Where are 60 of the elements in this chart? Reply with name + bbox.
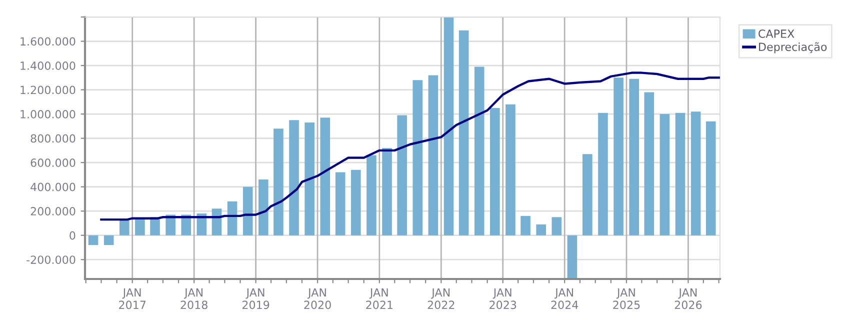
y-tick-label: 1.000.000 [20, 110, 76, 118]
x-tick-label: JAN 2019 [242, 288, 270, 310]
bar [444, 17, 454, 236]
bar [120, 220, 130, 236]
bar [506, 104, 516, 236]
x-tick-label: JAN 2025 [613, 288, 640, 310]
x-tick-label: JAN 2024 [551, 288, 578, 310]
bar [289, 120, 299, 236]
bar [567, 235, 578, 279]
bar [690, 112, 701, 236]
bar [520, 216, 530, 236]
bar [212, 208, 222, 236]
bar [490, 108, 500, 236]
y-tick-label: 0 [70, 231, 76, 240]
bar [706, 121, 716, 236]
bar [412, 80, 423, 236]
bar [428, 75, 438, 236]
legend-label: Depreciação [759, 42, 827, 54]
bar [629, 78, 639, 236]
bar [88, 235, 98, 246]
x-tick-label: JAN 2023 [490, 288, 516, 310]
bar [351, 170, 361, 236]
bar [135, 220, 145, 236]
x-tick-label: JAN 2026 [674, 288, 702, 310]
y-tick-label: 1.200.000 [20, 86, 76, 94]
bar [474, 66, 484, 236]
bar [660, 114, 670, 236]
bar [458, 30, 469, 236]
y-tick-label: 1.600.000 [20, 37, 76, 46]
bar [335, 172, 346, 236]
bar [598, 112, 608, 236]
bar [242, 186, 253, 236]
bar [582, 154, 592, 236]
bar [320, 118, 330, 236]
y-tick-label: -200.000 [26, 256, 76, 264]
x-tick-label: JAN 2018 [180, 288, 208, 310]
y-tick-label: 600.000 [30, 158, 76, 167]
x-tick-label: JAN 2020 [304, 288, 331, 310]
x-tick-label: JAN 2017 [119, 288, 146, 310]
bar [397, 115, 407, 236]
bar [366, 155, 376, 236]
bar [274, 128, 284, 236]
bar [304, 122, 314, 236]
x-tick-label: JAN 2021 [366, 288, 393, 310]
bar [258, 180, 268, 236]
bar [382, 148, 392, 236]
bar [104, 235, 114, 246]
legend-label: CAPEX [758, 30, 794, 38]
bar [675, 112, 686, 236]
x-tick-label: JAN 2022 [428, 288, 454, 310]
bar [227, 201, 238, 236]
bar [536, 224, 546, 236]
bar [552, 217, 562, 236]
y-tick-label: 1.400.000 [20, 61, 76, 70]
bar [614, 78, 624, 236]
bar [644, 92, 654, 236]
line-series [100, 72, 720, 221]
y-tick-label: 400.000 [30, 182, 76, 192]
y-tick-label: 800.000 [30, 134, 76, 143]
y-tick-label: 200.000 [30, 207, 76, 216]
